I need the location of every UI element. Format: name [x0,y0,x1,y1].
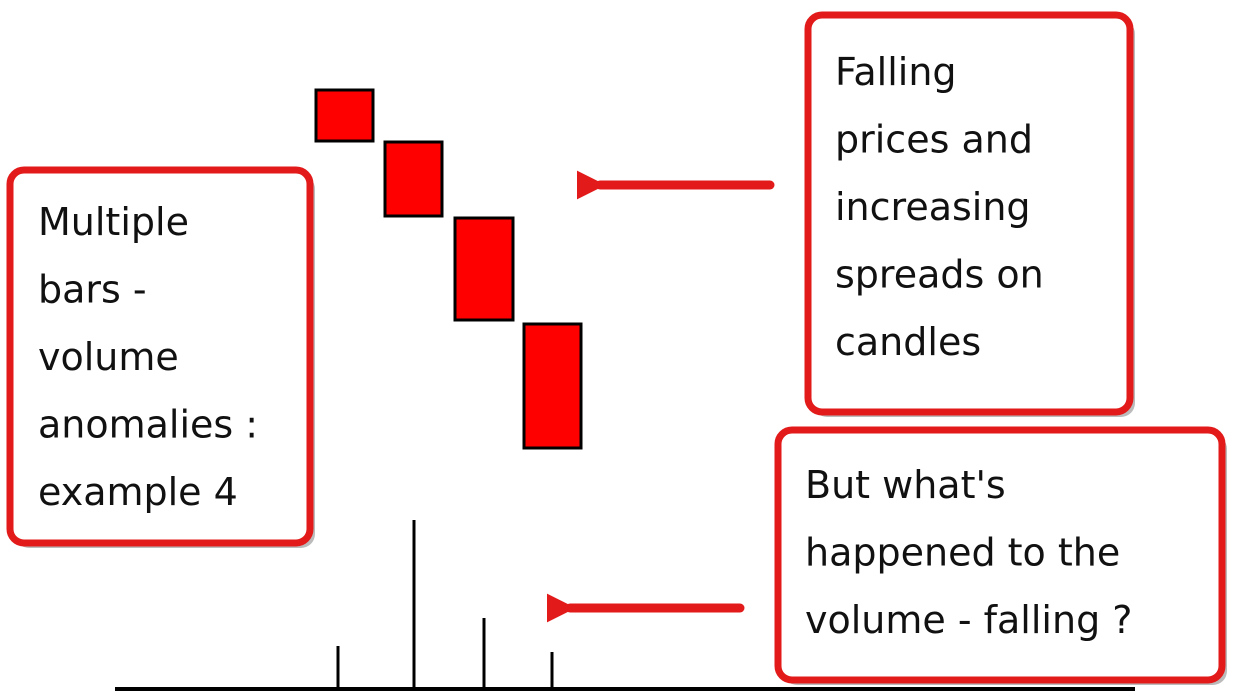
box-text: volume - falling ? [805,598,1132,642]
candle [314,88,375,143]
box-text: example 4 [38,470,238,514]
box-text: candles [835,320,981,364]
box-text: But what's [805,463,1006,507]
texts: Multiple bars - volume anomalies : example 4… [38,50,1132,642]
box-text: bars - [38,268,147,312]
box-text: spreads on [835,253,1044,297]
left-box [6,166,314,547]
candle [522,322,583,450]
box-text: happened to the [805,531,1120,575]
box-text: increasing [835,185,1031,229]
bottom-right-box [774,426,1226,684]
candle [453,216,515,322]
top-right-box [804,11,1134,416]
box-text: Falling [835,50,957,94]
box-text: anomalies : [38,403,258,447]
box-text: Multiple [38,200,189,244]
candle [383,140,444,218]
box-text: volume [38,335,179,379]
box-text: prices and [835,118,1033,162]
